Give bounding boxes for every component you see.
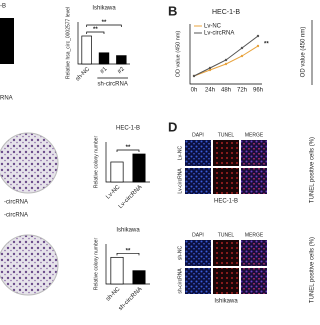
column-label: DAPI xyxy=(192,232,204,238)
x-tick-label: sh-NC xyxy=(75,66,92,83)
row-label: sh-circRNA xyxy=(177,268,183,294)
y-axis-label: Relative hsa_circ_0002577 level xyxy=(65,7,71,79)
y-axis-label: Relative colony number xyxy=(93,136,99,189)
sig-bracket xyxy=(116,149,140,152)
bar xyxy=(98,52,110,65)
column-label: MERGE xyxy=(245,132,264,138)
sig-label: ** xyxy=(93,27,98,33)
fragment: -B xyxy=(0,4,6,10)
bar xyxy=(132,153,146,183)
point xyxy=(240,54,244,58)
micrograph xyxy=(185,168,211,194)
colony-dish xyxy=(0,234,59,296)
x-tick-label: sh-NC xyxy=(105,286,122,303)
point xyxy=(208,68,212,72)
bar xyxy=(110,161,124,183)
y-axis-label: Relative colony number xyxy=(93,238,99,291)
bar xyxy=(116,55,127,65)
fragment: RNA xyxy=(0,96,13,102)
legend-label: Lv-circRNA xyxy=(204,31,234,37)
micrograph xyxy=(213,140,239,166)
x-tick-label: Lv-NC xyxy=(105,184,122,201)
micrograph xyxy=(185,268,211,294)
micrograph xyxy=(213,240,239,266)
x-tick-label: 48h xyxy=(221,88,231,94)
point xyxy=(240,46,244,50)
x-tick-label: 0h xyxy=(191,88,198,94)
sig-label: ** xyxy=(126,248,131,254)
column-label: DAPI xyxy=(192,132,204,138)
legend-label: Lv-NC xyxy=(204,24,222,30)
column-label: TUNEL xyxy=(218,232,235,238)
micrograph xyxy=(185,240,211,266)
point xyxy=(256,44,260,48)
bar xyxy=(81,35,92,65)
micrograph xyxy=(213,268,239,294)
chart-title: HEC-1-B xyxy=(212,9,240,16)
block-caption: Ishikawa xyxy=(214,299,238,305)
fragment: -circRNA xyxy=(4,200,28,206)
point xyxy=(208,66,212,70)
column-label: MERGE xyxy=(245,232,264,238)
chart-title: HEC-1-B xyxy=(116,126,140,132)
group-label: sh-circRNA xyxy=(97,82,127,88)
row-label: Lv-NC xyxy=(177,146,183,161)
panel-letter: B xyxy=(168,3,177,18)
sig-label: ** xyxy=(126,145,131,151)
sig-label: ** xyxy=(102,20,107,26)
bar xyxy=(132,270,146,285)
x-tick-label: 96h xyxy=(253,88,263,94)
axis xyxy=(189,24,262,85)
chart-title: Ishikawa xyxy=(92,6,116,12)
point xyxy=(192,74,196,78)
colony-dish xyxy=(0,132,59,194)
micrograph xyxy=(185,140,211,166)
micrograph xyxy=(241,168,267,194)
micrograph xyxy=(241,140,267,166)
panel-letter: D xyxy=(168,119,177,134)
x-tick-label: sh-circRNA xyxy=(118,286,144,312)
fragment: OD value (450 nm) xyxy=(301,27,307,78)
x-tick-label: 24h xyxy=(205,88,215,94)
sig-bracket xyxy=(86,31,105,34)
row-label: Lv-circRNA xyxy=(177,168,183,194)
line xyxy=(193,35,259,77)
sig-bracket xyxy=(86,24,122,27)
bar xyxy=(110,256,124,285)
axis xyxy=(77,22,130,65)
partial-bar xyxy=(0,18,14,64)
fragment: -circRNA xyxy=(4,213,28,219)
sig-label: ** xyxy=(264,42,269,48)
micrograph xyxy=(213,168,239,194)
point xyxy=(224,62,228,66)
column-label: TUNEL xyxy=(218,132,235,138)
row-label: sh-NC xyxy=(177,246,183,261)
micrograph xyxy=(241,240,267,266)
fragment: TUNEL positive cells (%) xyxy=(310,237,316,303)
point xyxy=(224,58,228,62)
x-tick-label: #2 xyxy=(117,66,126,75)
x-tick-label: 72h xyxy=(237,88,247,94)
sig-bracket xyxy=(116,252,140,256)
point xyxy=(256,34,260,38)
y-axis-label: OD value (450 nm) xyxy=(175,31,181,78)
micrograph xyxy=(241,268,267,294)
chart-title: Ishikawa xyxy=(116,228,140,234)
x-tick-label: #1 xyxy=(100,66,109,75)
block-caption: HEC-1-B xyxy=(214,199,238,205)
fragment: TUNEL positive cells (%) xyxy=(310,137,316,203)
x-tick-label: Lv-circRNA xyxy=(118,184,144,210)
